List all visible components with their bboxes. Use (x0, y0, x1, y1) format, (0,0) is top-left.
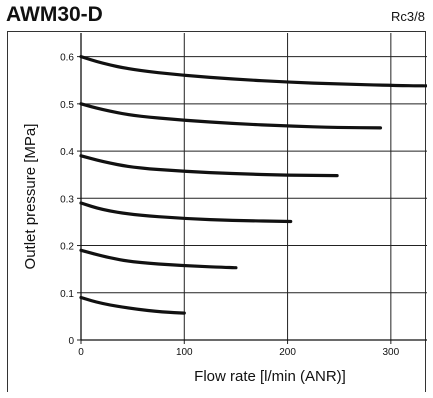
x-tick-label: 300 (383, 347, 400, 358)
y-tick-label: 0.4 (60, 147, 74, 158)
chart-frame: 0 0.1 0.2 0.3 0.4 0.5 0.6 0 100 200 300 Flow rate [… (7, 31, 429, 392)
x-tick-label: 100 (176, 347, 193, 358)
series-line-2 (79, 102, 383, 130)
x-tick-label: 200 (279, 347, 296, 358)
y-tick-label: 0 (68, 336, 74, 347)
chart-title: AWM30-D (6, 3, 103, 26)
x-axis-label: Flow rate [l/min (ANR)] (194, 368, 346, 385)
chart-subtitle: Rc3/8 (391, 9, 425, 24)
y-tick-label: 0.1 (60, 289, 74, 300)
x-tick-label: 0 (78, 347, 84, 358)
series-line-6 (79, 295, 186, 315)
series-line-4 (79, 201, 293, 224)
chart-plot: 0 0.1 0.2 0.3 0.4 0.5 0.6 0 100 200 300 Flow rate [… (22, 33, 429, 385)
series-line-3 (79, 154, 339, 178)
y-tick-label: 0.2 (60, 242, 74, 253)
series-line-1 (79, 55, 429, 88)
y-tick-label: 0.6 (60, 53, 74, 64)
series-line-5 (79, 248, 238, 270)
y-tick-label: 0.3 (60, 194, 74, 205)
y-tick-label: 0.5 (60, 100, 74, 111)
y-axis-label: Outlet pressure [MPa] (22, 124, 39, 270)
